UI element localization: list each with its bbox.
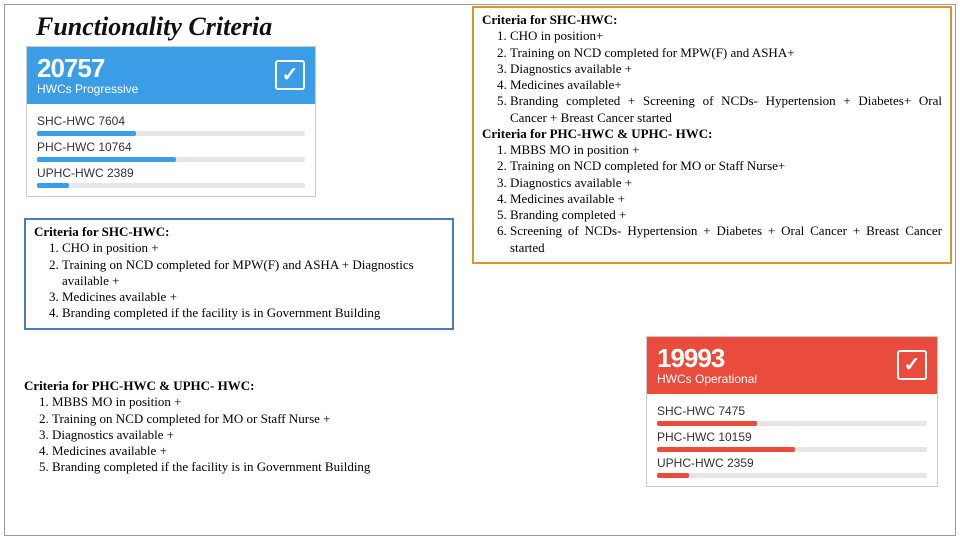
- criteria-list-phc: MBBS MO in position + Training on NCD co…: [482, 142, 942, 256]
- card-operational: 19993 HWCs Operational ✓ SHC-HWC 7475 PHC…: [646, 336, 938, 487]
- criteria-list: MBBS MO in position + Training on NCD co…: [24, 394, 454, 475]
- criteria-box-top-right: Criteria for SHC-HWC: CHO in position+ T…: [472, 6, 952, 264]
- bar-track: [657, 447, 927, 452]
- slide-title: Functionality Criteria: [36, 12, 272, 42]
- criteria-heading: Criteria for PHC-HWC & UPHC- HWC:: [482, 126, 942, 142]
- criteria-item: CHO in position +: [62, 240, 444, 256]
- criteria-item: Branding completed if the facility is in…: [52, 459, 454, 475]
- bar-label: UPHC-HWC 2389: [37, 166, 305, 180]
- criteria-item: Branding completed + Screening of NCDs- …: [510, 93, 942, 126]
- criteria-item: Branding completed +: [510, 207, 942, 223]
- card-banner: 19993 HWCs Operational ✓: [647, 337, 937, 394]
- criteria-item: MBBS MO in position +: [510, 142, 942, 158]
- criteria-item: Medicines available +: [510, 191, 942, 207]
- criteria-item: Medicines available +: [52, 443, 454, 459]
- bar-label: PHC-HWC 10764: [37, 140, 305, 154]
- card-rows: SHC-HWC 7475 PHC-HWC 10159 UPHC-HWC 2359: [647, 394, 937, 486]
- criteria-item: Training on NCD completed for MO or Staf…: [510, 158, 942, 174]
- criteria-list: CHO in position + Training on NCD comple…: [34, 240, 444, 321]
- criteria-item: Training on NCD completed for MPW(F) and…: [62, 257, 444, 290]
- bar-fill: [37, 131, 136, 136]
- criteria-item: Diagnostics available +: [510, 175, 942, 191]
- bar-fill: [657, 421, 757, 426]
- bar-label: UPHC-HWC 2359: [657, 456, 927, 470]
- criteria-item: Screening of NCDs- Hypertension + Diabet…: [510, 223, 942, 256]
- criteria-heading: Criteria for SHC-HWC:: [482, 12, 942, 28]
- card-rows: SHC-HWC 7604 PHC-HWC 10764 UPHC-HWC 2389: [27, 104, 315, 196]
- criteria-item: Diagnostics available +: [510, 61, 942, 77]
- card-progressive: 20757 HWCs Progressive ✓ SHC-HWC 7604 PHC…: [26, 46, 316, 197]
- criteria-box-mid-left: Criteria for SHC-HWC: CHO in position + …: [24, 218, 454, 330]
- bar-label: PHC-HWC 10159: [657, 430, 927, 444]
- bar-track: [657, 421, 927, 426]
- criteria-item: Training on NCD completed for MO or Staf…: [52, 411, 454, 427]
- bar-fill: [37, 183, 69, 188]
- criteria-item: Branding completed if the facility is in…: [62, 305, 444, 321]
- criteria-item: Diagnostics available +: [52, 427, 454, 443]
- bar-fill: [657, 447, 795, 452]
- bar-track: [37, 183, 305, 188]
- card-total: 19993: [657, 343, 757, 374]
- bar-fill: [657, 473, 689, 478]
- bar-track: [37, 131, 305, 136]
- bar-label: SHC-HWC 7475: [657, 404, 927, 418]
- criteria-item: Medicines available +: [62, 289, 444, 305]
- card-subtitle: HWCs Progressive: [37, 82, 138, 96]
- criteria-item: Medicines available+: [510, 77, 942, 93]
- bar-fill: [37, 157, 176, 162]
- card-subtitle: HWCs Operational: [657, 372, 757, 386]
- criteria-list-shc: CHO in position+ Training on NCD complet…: [482, 28, 942, 126]
- criteria-heading: Criteria for SHC-HWC:: [34, 224, 444, 240]
- criteria-item: MBBS MO in position +: [52, 394, 454, 410]
- criteria-heading: Criteria for PHC-HWC & UPHC- HWC:: [24, 378, 454, 394]
- check-icon: ✓: [897, 350, 927, 380]
- bar-track: [37, 157, 305, 162]
- check-icon: ✓: [275, 60, 305, 90]
- criteria-item: Training on NCD completed for MPW(F) and…: [510, 45, 942, 61]
- card-total: 20757: [37, 53, 138, 84]
- criteria-box-bottom-left: Criteria for PHC-HWC & UPHC- HWC: MBBS M…: [24, 378, 454, 476]
- bar-label: SHC-HWC 7604: [37, 114, 305, 128]
- criteria-item: CHO in position+: [510, 28, 942, 44]
- card-banner: 20757 HWCs Progressive ✓: [27, 47, 315, 104]
- bar-track: [657, 473, 927, 478]
